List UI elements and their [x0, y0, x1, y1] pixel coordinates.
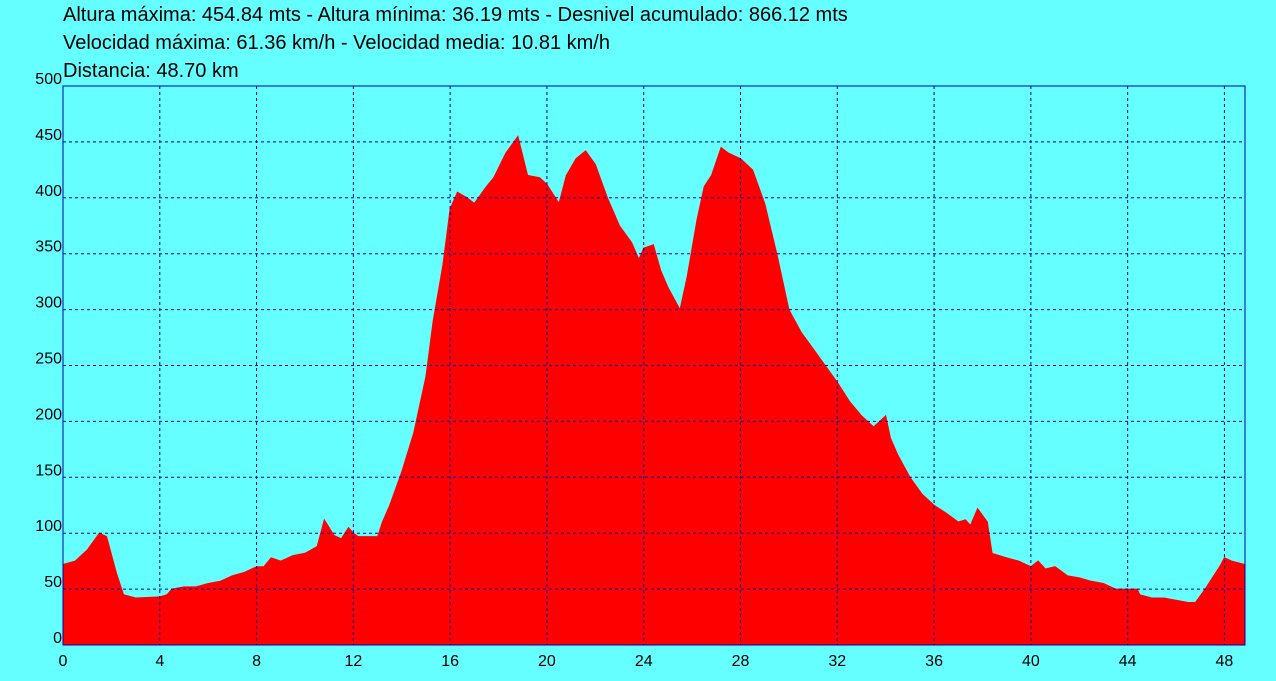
- x-tick-label: 20: [538, 653, 556, 670]
- x-tick-label: 0: [59, 653, 68, 670]
- y-tick-label: 450: [35, 127, 62, 144]
- x-tick-label: 44: [1119, 653, 1137, 670]
- x-tick-label: 16: [441, 653, 459, 670]
- chart-title: Altura máxima: 454.84 mts - Altura mínim…: [63, 4, 848, 26]
- annotation: Distancia: 48.70 km: [63, 60, 239, 82]
- x-tick-label: 36: [925, 653, 943, 670]
- y-tick-label: 0: [53, 630, 62, 647]
- x-tick-label: 28: [732, 653, 750, 670]
- x-tick-label: 40: [1022, 653, 1040, 670]
- y-tick-label: 200: [35, 406, 62, 423]
- y-tick-label: 250: [35, 351, 62, 368]
- x-tick-label: 12: [344, 653, 362, 670]
- elevation-area: [62, 135, 1246, 646]
- y-tick-label: 400: [35, 183, 62, 200]
- x-tick-label: 4: [155, 653, 164, 670]
- x-tick-label: 8: [252, 653, 261, 670]
- y-tick-label: 300: [35, 295, 62, 312]
- y-tick-label: 150: [35, 462, 62, 479]
- y-tick-label: 100: [35, 518, 62, 535]
- y-tick-label: 50: [44, 574, 62, 591]
- plot-frame: [62, 85, 1246, 646]
- x-tick-label: 24: [635, 653, 653, 670]
- y-tick-label: 500: [35, 71, 62, 88]
- chart-subtitle: Velocidad máxima: 61.36 km/h - Velocidad…: [63, 32, 610, 54]
- x-tick-label: 48: [1216, 653, 1234, 670]
- x-tick-label: 32: [828, 653, 846, 670]
- y-tick-label: 350: [35, 239, 62, 256]
